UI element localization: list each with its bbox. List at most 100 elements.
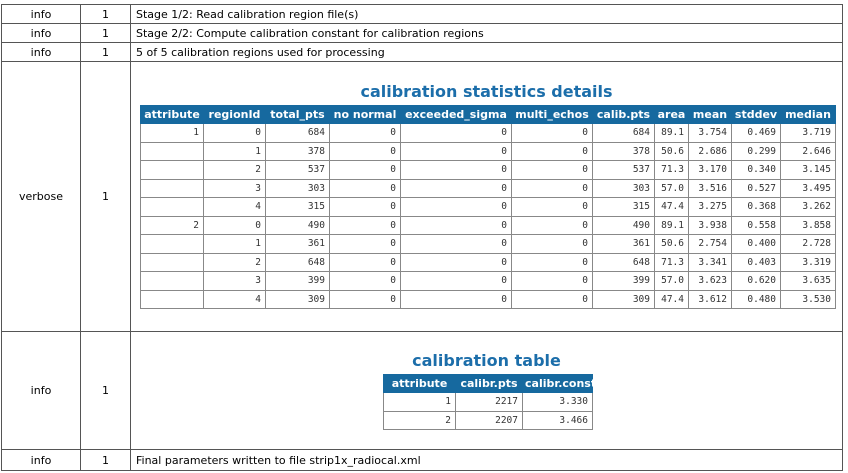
data-cell: 378 [265, 141, 330, 161]
data-cell: 0 [329, 215, 401, 235]
log-level: verbose [1, 62, 80, 331]
data-cell: 684 [265, 123, 330, 143]
data-cell: 0 [203, 123, 266, 143]
log-level: info [1, 43, 80, 61]
log-row: info 1 Stage 1/2: Read calibration region … [1, 4, 843, 23]
empty-cell [140, 289, 204, 309]
empty-cell [140, 234, 204, 254]
data-cell: 0 [511, 197, 593, 217]
data-row: 1 0 684 0 0 0 684 89.1 3.754 0.469 3.719 [140, 123, 836, 143]
data-cell: 1 [203, 234, 266, 254]
data-cell: 3.275 [688, 197, 732, 217]
data-row: 4 315 0 0 0 315 47.4 3.275 0.368 3.262 [140, 197, 836, 217]
column-header: multi_echos [511, 105, 593, 124]
data-cell: 3.466 [522, 410, 593, 430]
data-cell: 3.530 [780, 289, 836, 309]
log-level: info [1, 450, 80, 470]
data-cell: 3.719 [780, 123, 836, 143]
data-cell: 0 [511, 289, 593, 309]
data-cell: 2217 [455, 392, 523, 412]
data-cell: 0 [400, 178, 512, 198]
log-count: 1 [80, 332, 130, 449]
table-title: calibration table [412, 351, 561, 370]
data-cell: 0 [329, 123, 401, 143]
data-cell: 4 [203, 289, 266, 309]
data-cell: 3.623 [688, 271, 732, 291]
data-cell: 3.330 [522, 392, 593, 412]
data-cell: 490 [592, 215, 655, 235]
data-cell: 0 [329, 252, 401, 272]
data-cell: 537 [592, 160, 655, 180]
column-header: attribute [140, 105, 204, 124]
data-cell: 3.635 [780, 271, 836, 291]
empty-cell [140, 252, 204, 272]
data-cell: 2 [383, 410, 456, 430]
header-row: attribute calibr.pts calibr.const [383, 374, 596, 393]
data-cell: 3.341 [688, 252, 732, 272]
data-cell: 71.3 [654, 252, 689, 272]
data-cell: 0.558 [731, 215, 781, 235]
data-cell: 71.3 [654, 160, 689, 180]
column-header: total_pts [265, 105, 330, 124]
data-cell: 648 [265, 252, 330, 272]
data-row: 2 648 0 0 0 648 71.3 3.341 0.403 3.319 [140, 252, 836, 272]
data-cell: 0 [511, 141, 593, 161]
data-row: 1 2217 3.330 [383, 392, 593, 412]
data-row: 3 399 0 0 0 399 57.0 3.623 0.620 3.635 [140, 271, 836, 291]
data-cell: 3 [203, 178, 266, 198]
data-cell: 0 [400, 252, 512, 272]
data-cell: 3.858 [780, 215, 836, 235]
data-cell: 50.6 [654, 234, 689, 254]
data-cell: 0 [400, 160, 512, 180]
data-cell: 0 [203, 215, 266, 235]
data-cell: 0.480 [731, 289, 781, 309]
data-cell: 57.0 [654, 178, 689, 198]
empty-cell [140, 160, 204, 180]
column-header: exceeded_sigma [400, 105, 512, 124]
data-cell: 0 [329, 197, 401, 217]
column-header: median [780, 105, 836, 124]
data-cell: 361 [592, 234, 655, 254]
data-cell: 0.368 [731, 197, 781, 217]
log-level: info [1, 332, 80, 449]
data-cell: 3.612 [688, 289, 732, 309]
data-cell: 3.145 [780, 160, 836, 180]
log-count: 1 [80, 62, 130, 331]
data-cell: 2.646 [780, 141, 836, 161]
data-row: 1 361 0 0 0 361 50.6 2.754 0.400 2.728 [140, 234, 836, 254]
data-cell: 47.4 [654, 197, 689, 217]
data-cell: 0.527 [731, 178, 781, 198]
table-title: calibration statistics details [360, 82, 613, 101]
data-cell: 303 [592, 178, 655, 198]
log-row: info 1 Stage 2/2: Compute calibration cons… [1, 23, 843, 42]
column-header: attribute [383, 374, 456, 393]
column-header: calibr.const [522, 374, 596, 393]
data-cell: 0 [400, 123, 512, 143]
data-cell: 0 [400, 289, 512, 309]
data-cell: 0 [400, 215, 512, 235]
data-row: 4 309 0 0 0 309 47.4 3.612 0.480 3.530 [140, 289, 836, 309]
header-row: attribute regionId total_pts no normal excee… [140, 105, 836, 124]
empty-cell [140, 271, 204, 291]
empty-cell [140, 178, 204, 198]
data-cell: 0 [400, 141, 512, 161]
data-cell: 399 [265, 271, 330, 291]
data-cell: 0 [329, 160, 401, 180]
log-row: info 1 5 of 5 calibration regions used for… [1, 42, 843, 61]
column-header: area [654, 105, 689, 124]
data-cell: 2 [203, 160, 266, 180]
data-cell: 309 [592, 289, 655, 309]
data-cell: 0 [329, 271, 401, 291]
attribute-cell: 1 [140, 123, 204, 143]
data-cell: 0 [511, 160, 593, 180]
data-row: 2 0 490 0 0 0 490 89.1 3.938 0.558 3.858 [140, 215, 836, 235]
data-cell: 0 [400, 271, 512, 291]
attribute-cell: 2 [140, 215, 204, 235]
data-cell: 0.400 [731, 234, 781, 254]
data-cell: 3 [203, 271, 266, 291]
data-cell: 378 [592, 141, 655, 161]
data-cell: 2207 [455, 410, 523, 430]
data-cell: 3.319 [780, 252, 836, 272]
data-cell: 0 [511, 123, 593, 143]
log-content: calibration statistics details attribute r… [130, 62, 843, 331]
